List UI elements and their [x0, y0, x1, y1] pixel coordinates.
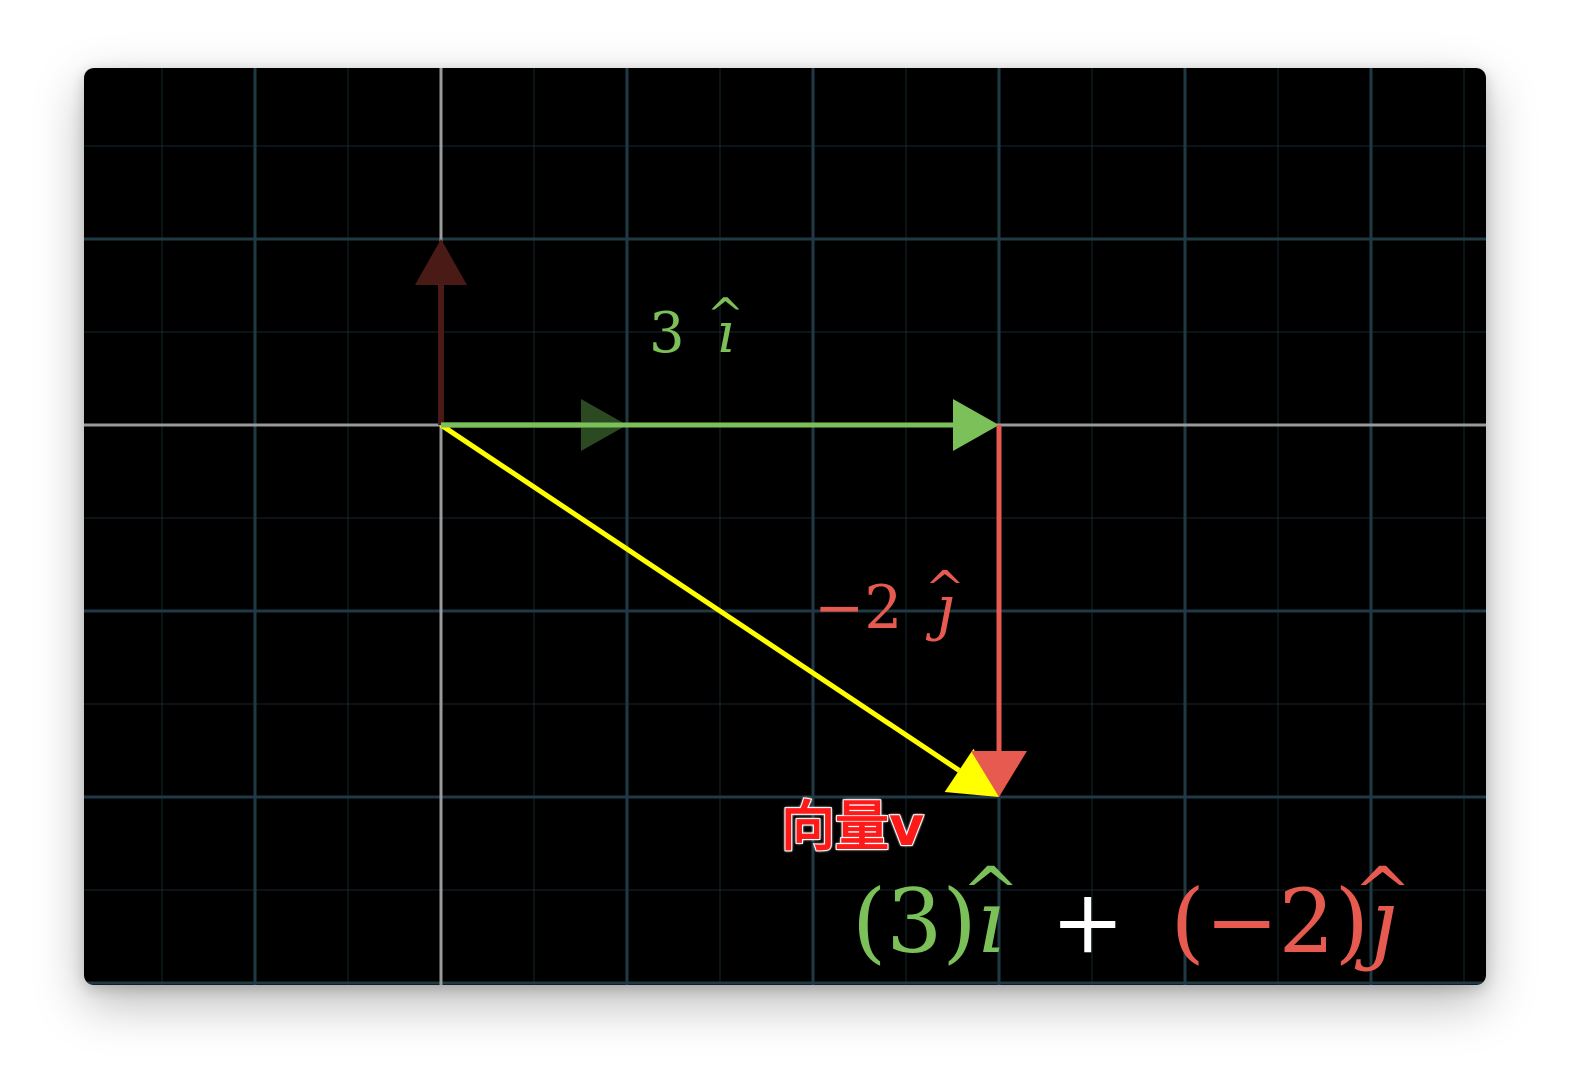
- j-hat-symbol: ^ ȷ: [925, 565, 965, 638]
- eq-j-hat: ^ ȷ: [1353, 858, 1412, 973]
- coordinate-plane: [84, 68, 1486, 985]
- j-scaled-vector-head: [971, 751, 1027, 797]
- i-label-coefficient: 3: [649, 301, 685, 366]
- j-label-coefficient: −2: [814, 573, 903, 643]
- eq-term2-close-paren: ): [1334, 870, 1369, 973]
- basis-j-hat-vector-head: [415, 239, 467, 285]
- linear-combination-equation: (3) ^ ı + (−2) ^ ȷ: [852, 858, 1413, 973]
- video-frame: 3 ^ ı −2 ^ ȷ 向量v (3) ^ ı + (−2) ^ ȷ: [84, 68, 1486, 985]
- eq-i-hat: ^ ı: [961, 858, 1020, 973]
- eq-term2-coefficient: −2: [1204, 870, 1335, 973]
- eq-term1-open-paren: (: [852, 870, 887, 973]
- eq-i-hat-letter: ı: [976, 870, 1005, 973]
- eq-term1: (3) ^ ı: [852, 858, 1020, 973]
- j-hat-letter: ȷ: [935, 573, 955, 643]
- eq-i-hat-caret: ^: [961, 852, 1021, 935]
- eq-plus: +: [1050, 870, 1125, 973]
- eq-term2: (−2) ^ ȷ: [1170, 858, 1413, 973]
- v-vector-head: [944, 748, 999, 797]
- i-scaled-vector-head: [953, 399, 999, 451]
- j-hat-caret: ^: [924, 560, 965, 617]
- vectors: [415, 239, 1027, 797]
- eq-j-hat-caret: ^: [1353, 852, 1413, 935]
- eq-j-hat-letter: ȷ: [1368, 870, 1397, 973]
- eq-term1-close-paren: ): [942, 870, 977, 973]
- j-vector-label: −2 ^ ȷ: [814, 565, 965, 638]
- i-vector-label: 3 ^ ı: [649, 293, 745, 362]
- eq-term1-coefficient: 3: [886, 870, 943, 973]
- grid-lines: [84, 68, 1486, 985]
- v-vector-shaft: [439, 422, 961, 773]
- eq-term2-open-paren: (: [1170, 870, 1205, 973]
- i-hat-caret: ^: [706, 288, 745, 342]
- i-hat-letter: ı: [716, 301, 735, 366]
- vector-v-label: 向量v: [780, 794, 925, 859]
- i-hat-symbol: ^ ı: [707, 293, 745, 362]
